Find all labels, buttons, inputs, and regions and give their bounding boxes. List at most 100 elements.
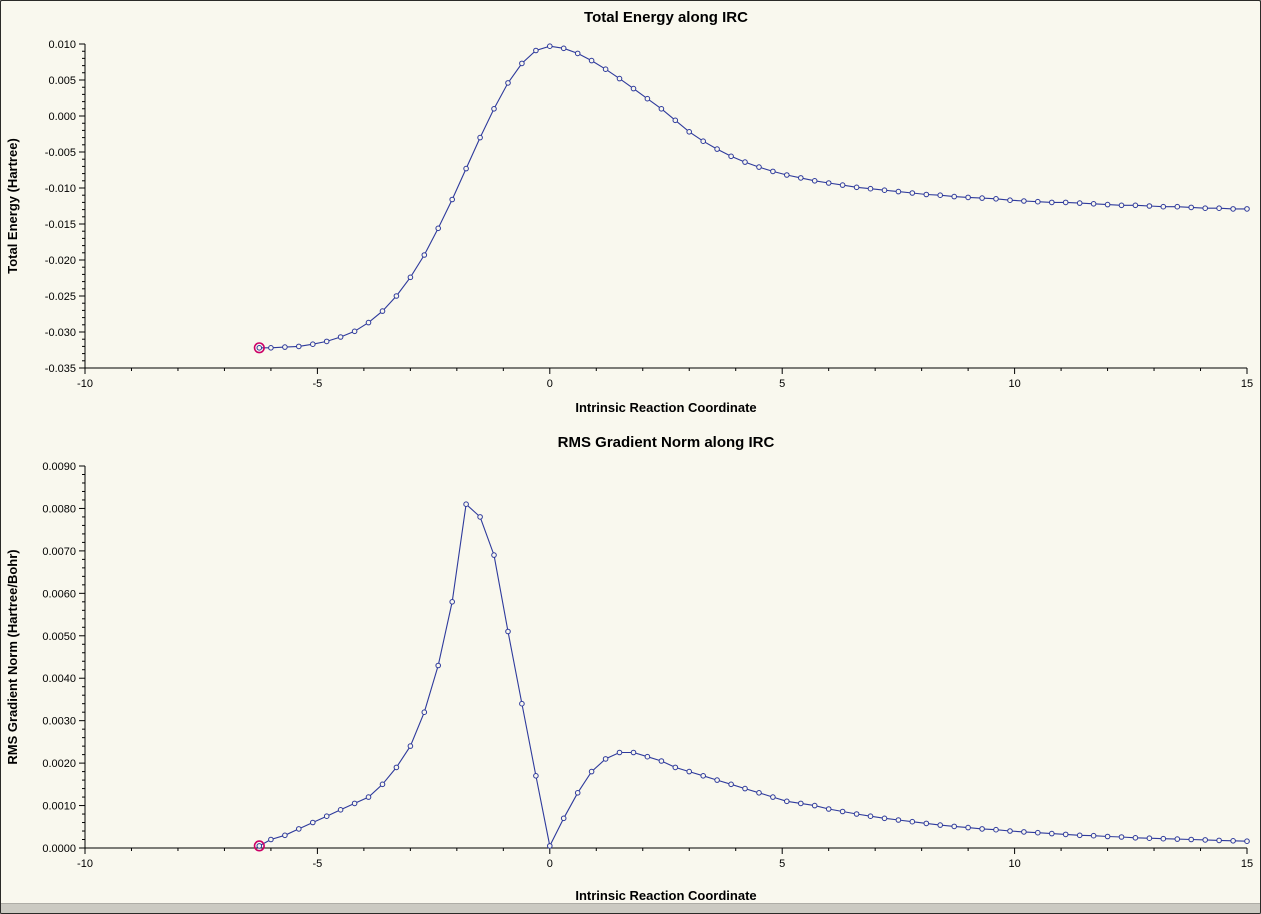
data-point-marker[interactable] [993,196,999,202]
data-point-marker[interactable] [407,274,414,281]
data-point-marker[interactable] [867,813,874,820]
data-point-marker[interactable] [1090,832,1097,839]
data-point-marker[interactable] [256,345,263,351]
data-point-marker[interactable] [1021,829,1027,835]
data-point-marker[interactable] [700,773,707,779]
data-point-marker[interactable] [784,798,790,805]
data-point-marker[interactable] [1216,837,1222,844]
data-point-marker[interactable] [310,819,316,826]
data-point-marker[interactable] [365,794,372,800]
data-point-marker[interactable] [1049,199,1055,206]
data-point-marker[interactable] [1146,835,1153,842]
data-point-marker[interactable] [463,501,469,507]
data-point-marker[interactable] [1160,835,1167,842]
data-point-marker[interactable] [714,146,720,152]
data-point-marker[interactable] [1104,833,1111,840]
data-point-marker[interactable] [602,66,609,72]
data-point-marker[interactable] [616,75,623,82]
data-point-marker[interactable] [435,225,442,232]
data-point-marker[interactable] [1188,204,1194,211]
data-point-marker[interactable] [560,45,567,52]
data-point-marker[interactable] [672,764,679,771]
data-point-marker[interactable] [421,252,428,258]
data-point-marker[interactable] [1076,200,1083,206]
data-point-marker[interactable] [951,823,958,830]
data-point-marker[interactable] [463,165,469,172]
data-point-marker[interactable] [449,196,456,203]
data-point-marker[interactable] [1118,202,1125,209]
data-point-marker[interactable] [881,815,888,822]
data-point-marker[interactable] [784,172,790,178]
data-point-marker[interactable] [477,514,483,520]
data-point-marker[interactable] [449,599,456,605]
data-point-marker[interactable] [1160,203,1167,210]
data-point-marker[interactable] [965,194,971,201]
data-point-marker[interactable] [1146,203,1153,209]
data-point-marker[interactable] [825,806,832,812]
selected-point-ring[interactable] [253,840,265,852]
data-point-marker[interactable] [867,185,874,192]
data-point-marker[interactable] [895,817,902,823]
data-point-marker[interactable] [965,824,971,831]
data-point-marker[interactable] [296,343,302,350]
data-point-marker[interactable] [547,843,553,849]
data-point-marker[interactable] [658,106,665,112]
data-point-marker[interactable] [1062,831,1069,838]
data-point-marker[interactable] [644,95,651,102]
data-point-marker[interactable] [658,758,665,764]
data-point-marker[interactable] [770,168,776,175]
data-point-marker[interactable] [979,195,985,201]
data-point-marker[interactable] [1188,836,1194,843]
data-point-marker[interactable] [505,628,511,635]
data-point-marker[interactable] [798,175,804,181]
data-point-marker[interactable] [323,338,330,345]
data-point-marker[interactable] [519,700,525,707]
data-point-marker[interactable] [1007,197,1013,203]
data-point-marker[interactable] [909,818,916,825]
data-point-marker[interactable] [714,777,720,783]
data-point-marker[interactable] [672,117,679,124]
data-point-marker[interactable] [602,756,609,762]
data-point-marker[interactable] [407,743,414,749]
data-point-marker[interactable] [1132,835,1139,841]
data-point-marker[interactable] [756,790,762,796]
data-point-marker[interactable] [630,85,637,92]
data-point-marker[interactable] [337,334,344,340]
data-point-marker[interactable] [1230,838,1236,844]
data-point-marker[interactable] [853,184,860,191]
data-point-marker[interactable] [1174,836,1181,842]
data-point-marker[interactable] [351,800,358,807]
data-point-marker[interactable] [282,344,288,350]
data-point-marker[interactable] [756,164,762,170]
data-point-marker[interactable] [533,47,539,54]
data-point-marker[interactable] [393,764,400,771]
data-point-marker[interactable] [574,790,581,796]
data-point-marker[interactable] [505,80,511,86]
data-point-marker[interactable] [560,815,567,822]
data-point-marker[interactable] [1132,202,1139,209]
selected-point-ring[interactable] [253,342,265,354]
data-point-marker[interactable] [630,749,637,756]
data-point-marker[interactable] [351,328,358,335]
data-point-marker[interactable] [1202,837,1208,843]
data-point-marker[interactable] [1007,828,1013,834]
data-point-marker[interactable] [937,192,944,198]
data-point-marker[interactable] [686,129,693,135]
data-point-marker[interactable] [923,820,930,827]
data-point-marker[interactable] [435,662,442,669]
data-point-marker[interactable] [268,836,274,843]
data-point-marker[interactable] [686,768,693,775]
data-point-marker[interactable] [1035,829,1041,836]
data-point-marker[interactable] [839,182,846,188]
data-point-marker[interactable] [1230,206,1236,212]
data-point-marker[interactable] [811,178,818,184]
data-point-marker[interactable] [951,193,958,200]
data-point-marker[interactable] [881,187,888,193]
total-energy-plot-canvas[interactable]: Total Energy along IRC Total Energy (Har… [1,1,1260,429]
data-point-marker[interactable] [323,813,330,820]
data-point-marker[interactable] [310,341,316,348]
data-point-marker[interactable] [616,749,623,756]
data-point-marker[interactable] [519,60,525,67]
data-point-marker[interactable] [588,768,595,775]
data-point-marker[interactable] [477,134,483,141]
